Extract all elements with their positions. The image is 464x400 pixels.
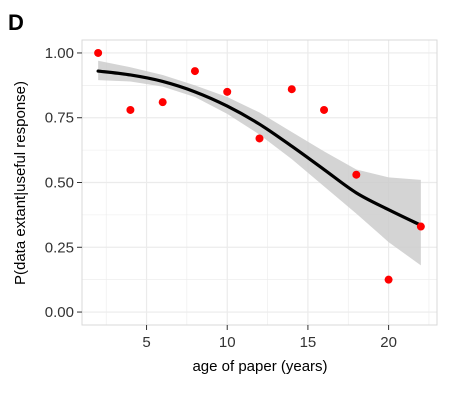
grid-lines (81, 39, 438, 326)
x-tick-label: 5 (142, 334, 150, 351)
y-tick-label: 0.75 (45, 110, 74, 127)
fit-line (96, 69, 423, 227)
data-point (416, 222, 425, 231)
data-point (223, 87, 232, 96)
data-point (384, 275, 393, 284)
panel-letter: D (8, 10, 24, 35)
data-point (320, 105, 329, 114)
y-tick-label: 0.50 (45, 175, 74, 192)
x-axis-title: age of paper (years) (192, 358, 327, 375)
y-tick-label: 1.00 (45, 45, 74, 62)
data-point (352, 170, 361, 179)
data-point (287, 85, 296, 94)
data-point (126, 105, 135, 114)
y-axis-title: P(data extant|useful response) (12, 81, 29, 285)
x-tick-label: 15 (300, 334, 317, 351)
x-axis-ticks: 5 10 15 20 (142, 325, 397, 351)
confidence-ribbon (98, 60, 421, 266)
x-tick-label: 10 (219, 334, 236, 351)
confidence-ribbon-layer (98, 60, 421, 266)
y-tick-label: 0.00 (45, 304, 74, 321)
data-point (190, 67, 199, 76)
y-axis-ticks: 0.00 0.25 0.50 0.75 1.00 (45, 45, 82, 321)
x-tick-label: 20 (380, 334, 397, 351)
data-point (255, 134, 264, 143)
data-point (94, 48, 103, 57)
data-points-layer (94, 48, 425, 284)
fit-line-layer (96, 69, 423, 227)
y-tick-label: 0.25 (45, 239, 74, 256)
data-point (158, 98, 167, 107)
